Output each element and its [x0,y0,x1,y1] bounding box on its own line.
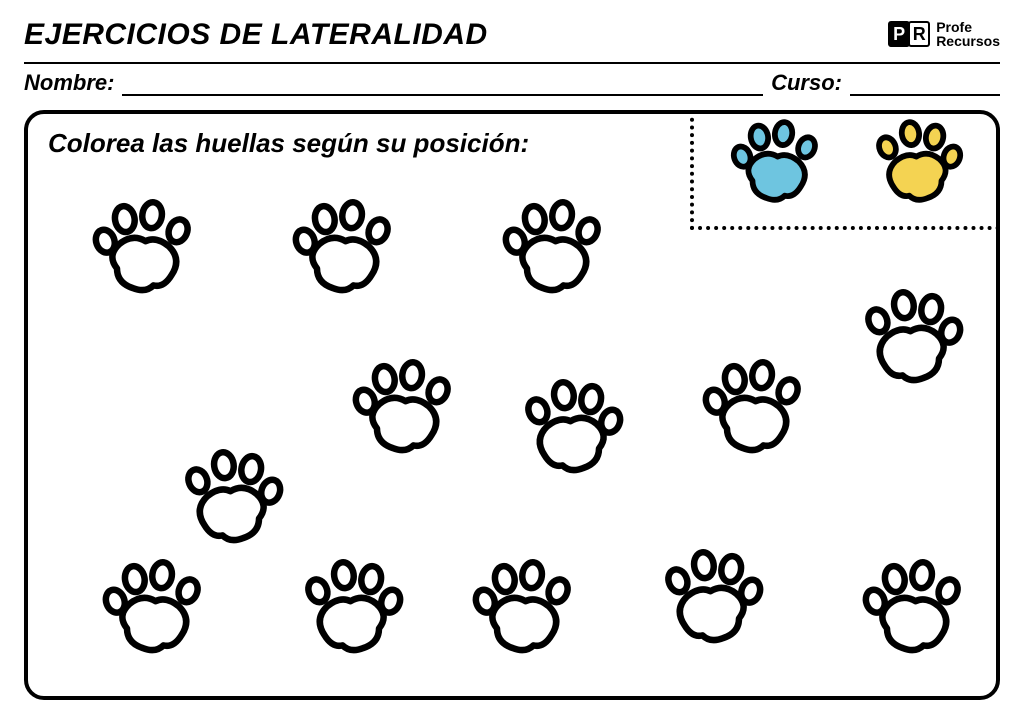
logo-text-2: Recursos [936,34,1000,48]
instruction-text: Colorea las huellas según su posición: [48,128,529,159]
paw-print[interactable] [648,534,778,669]
paw-print[interactable] [688,344,818,479]
logo-text-1: Profe [936,20,1000,34]
curso-label: Curso: [771,70,842,96]
paw-print[interactable] [278,184,408,319]
page-title: EJERCICIOS DE LATERALIDAD [24,18,488,52]
paw-print[interactable] [338,344,468,479]
student-info-row: Nombre: Curso: [24,62,1000,96]
legend-paw-right [861,110,976,226]
worksheet-frame: Colorea las huellas según su posición: [24,110,1000,700]
paw-print[interactable] [88,544,218,679]
paw-print[interactable] [458,544,588,679]
brand-logo: PR Profe Recursos [888,20,1000,48]
paw-print[interactable] [848,274,978,409]
legend-paw-left [718,110,833,226]
paw-print[interactable] [488,184,618,319]
paw-print[interactable] [78,184,208,319]
curso-input-line[interactable] [850,76,1000,96]
paw-print[interactable] [848,544,978,679]
name-label: Nombre: [24,70,114,96]
paw-print[interactable] [288,544,418,679]
name-input-line[interactable] [122,76,763,96]
logo-badge: PR [888,21,930,47]
legend-box [690,110,1000,230]
paw-print[interactable] [508,364,638,499]
